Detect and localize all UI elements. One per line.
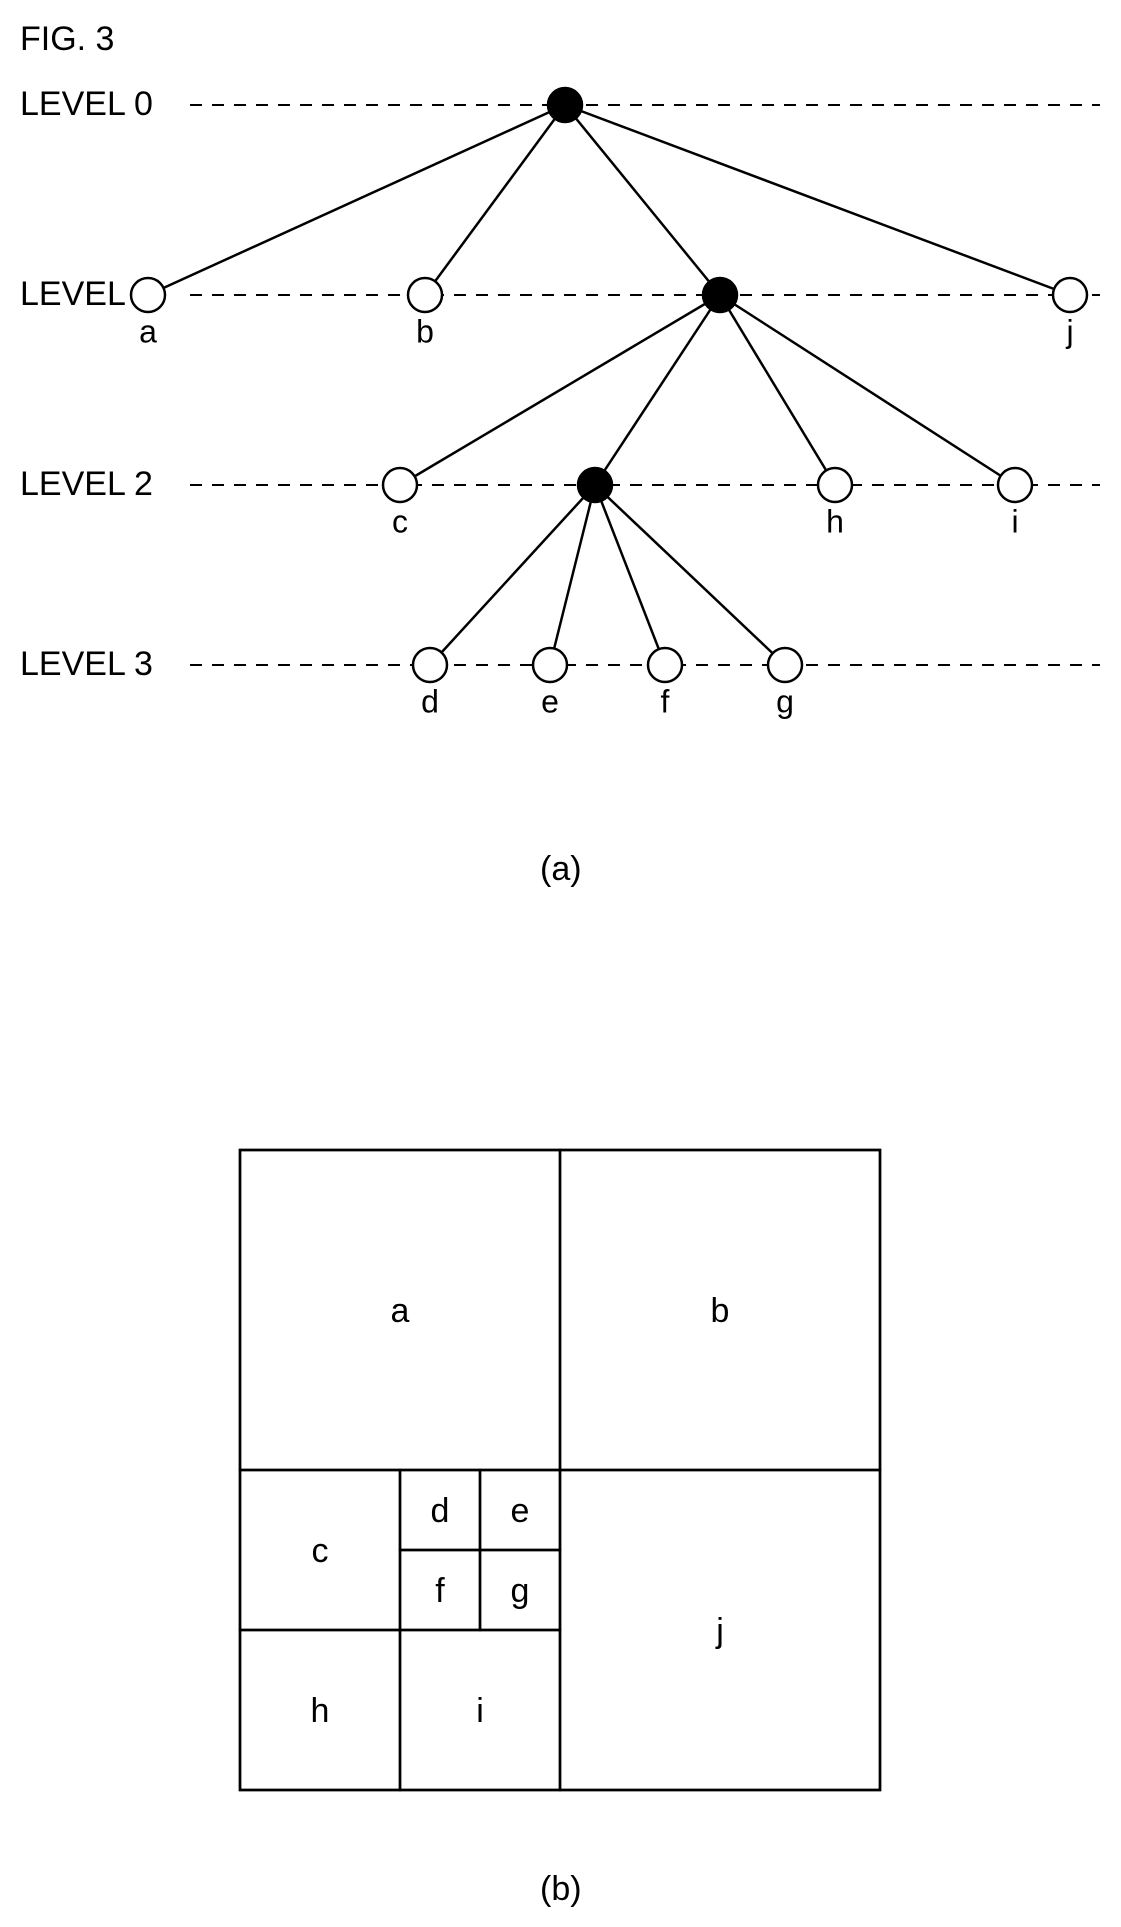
subfig-label-b: (b) — [540, 1870, 582, 1909]
svg-text:a: a — [391, 1292, 410, 1330]
svg-text:h: h — [311, 1692, 330, 1730]
svg-text:i: i — [476, 1692, 484, 1730]
svg-text:d: d — [431, 1492, 450, 1530]
svg-text:e: e — [511, 1492, 530, 1530]
svg-text:j: j — [715, 1612, 724, 1650]
svg-text:g: g — [511, 1572, 530, 1610]
svg-text:f: f — [435, 1572, 445, 1610]
page: FIG. 3 LEVEL 0 LEVEL 1 LEVEL 2 LEVEL 3 a… — [0, 0, 1121, 1927]
quadtree-grid: a b j c h i d e f g — [0, 0, 1121, 1927]
svg-text:c: c — [312, 1532, 329, 1570]
svg-text:b: b — [711, 1292, 730, 1330]
